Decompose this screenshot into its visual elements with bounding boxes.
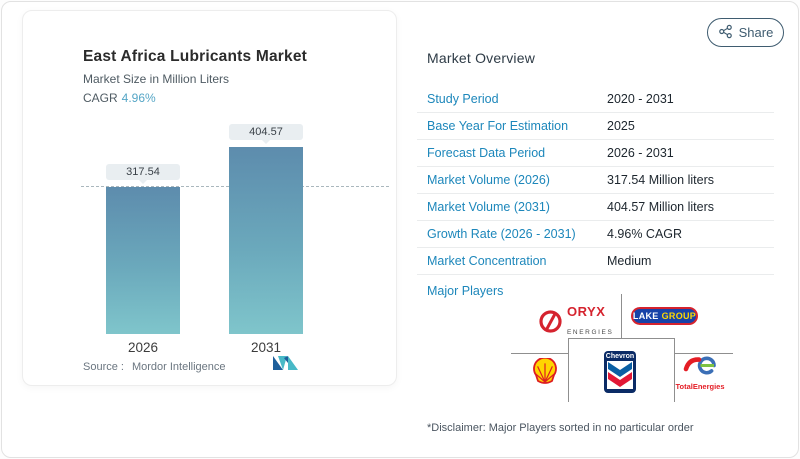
table-row: Growth Rate (2026 - 2031) 4.96% CAGR [417, 221, 774, 248]
tree-line-arm-left [511, 353, 568, 354]
cagr-line: CAGR 4.96% [83, 91, 396, 105]
row-value: 317.54 Million liters [607, 173, 714, 187]
source-line: Source : Mordor Intelligence [83, 361, 226, 373]
group-word: GROUP [661, 311, 697, 321]
source-label: Source : [83, 361, 124, 373]
row-value: 404.57 Million liters [607, 200, 714, 214]
row-label: Market Concentration [427, 254, 547, 268]
chart-title: East Africa Lubricants Market [83, 48, 308, 65]
lake-word: LAKE [632, 311, 659, 321]
row-value: 2020 - 2031 [607, 92, 674, 106]
tree-line-top [621, 294, 622, 338]
oryx-mark-icon [539, 309, 562, 333]
mordor-intelligence-logo [273, 356, 299, 376]
overview-title: Market Overview [427, 50, 536, 66]
row-label: Growth Rate (2026 - 2031) [427, 227, 576, 241]
table-row: Base Year For Estimation 2025 [417, 113, 774, 140]
tree-line-box-left [568, 338, 569, 402]
table-row: Market Volume (2026) 317.54 Million lite… [417, 167, 774, 194]
bar-2026 [106, 187, 180, 334]
bar-group-2031: 404.57 2031 [229, 124, 303, 355]
share-button-label: Share [738, 25, 774, 40]
table-row: Market Concentration Medium [417, 248, 774, 275]
row-label: Market Volume (2031) [427, 200, 550, 214]
totalenergies-mark-icon [683, 356, 716, 375]
totalenergies-logo: TotalEnergies [668, 355, 732, 391]
x-axis-label-2026: 2026 [127, 340, 159, 355]
x-axis-label-2031: 2031 [250, 340, 282, 355]
row-value: 4.96% CAGR [607, 227, 683, 241]
bar-value-label-2031: 404.57 [229, 124, 303, 144]
chart-card: East Africa Lubricants Market Market Siz… [22, 10, 397, 386]
totalenergies-wordmark: TotalEnergies [675, 382, 725, 391]
tree-line-box-right [674, 338, 675, 402]
cagr-value: 4.96% [121, 91, 156, 105]
major-players-label: Major Players [427, 284, 504, 298]
chevron-logo: Chevron [604, 351, 636, 393]
chart-subtitle: Market Size in Million Liters [83, 72, 230, 86]
lake-group-logo: LAKE GROUP [631, 307, 698, 325]
chevron-wordmark: Chevron [605, 353, 635, 360]
oryx-wordmark: ORYX [567, 304, 606, 319]
row-value: 2026 - 2031 [607, 146, 674, 160]
row-label: Market Volume (2026) [427, 173, 550, 187]
row-value: Medium [607, 254, 652, 268]
bar-2031 [229, 147, 303, 334]
row-label: Base Year For Estimation [427, 119, 569, 133]
bar-value-label-2026: 317.54 [106, 164, 180, 184]
row-label: Study Period [427, 92, 499, 106]
tree-line-arm-right [675, 353, 733, 354]
oryx-subword: ENERGIES [567, 329, 614, 336]
tree-line-box-top [568, 338, 675, 339]
shell-logo [529, 356, 561, 394]
source-value: Mordor Intelligence [131, 361, 226, 373]
bar-group-2026: 317.54 2026 [106, 164, 180, 355]
cagr-label: CAGR [83, 91, 118, 105]
table-row: Market Volume (2031) 404.57 Million lite… [417, 194, 774, 221]
oryx-energies-logo: ORYX ENERGIES [538, 303, 613, 339]
table-row: Study Period 2020 - 2031 [417, 86, 774, 113]
share-icon [718, 24, 733, 42]
row-value: 2025 [607, 119, 635, 133]
bar-chart-plot: 317.54 2026 404.57 2031 [23, 102, 396, 355]
table-row: Forecast Data Period 2026 - 2031 [417, 140, 774, 167]
row-label: Forecast Data Period [427, 146, 546, 160]
disclaimer-text: *Disclaimer: Major Players sorted in no … [427, 422, 694, 434]
share-button[interactable]: Share [707, 18, 784, 47]
overview-table: Study Period 2020 - 2031 Base Year For E… [417, 86, 774, 275]
